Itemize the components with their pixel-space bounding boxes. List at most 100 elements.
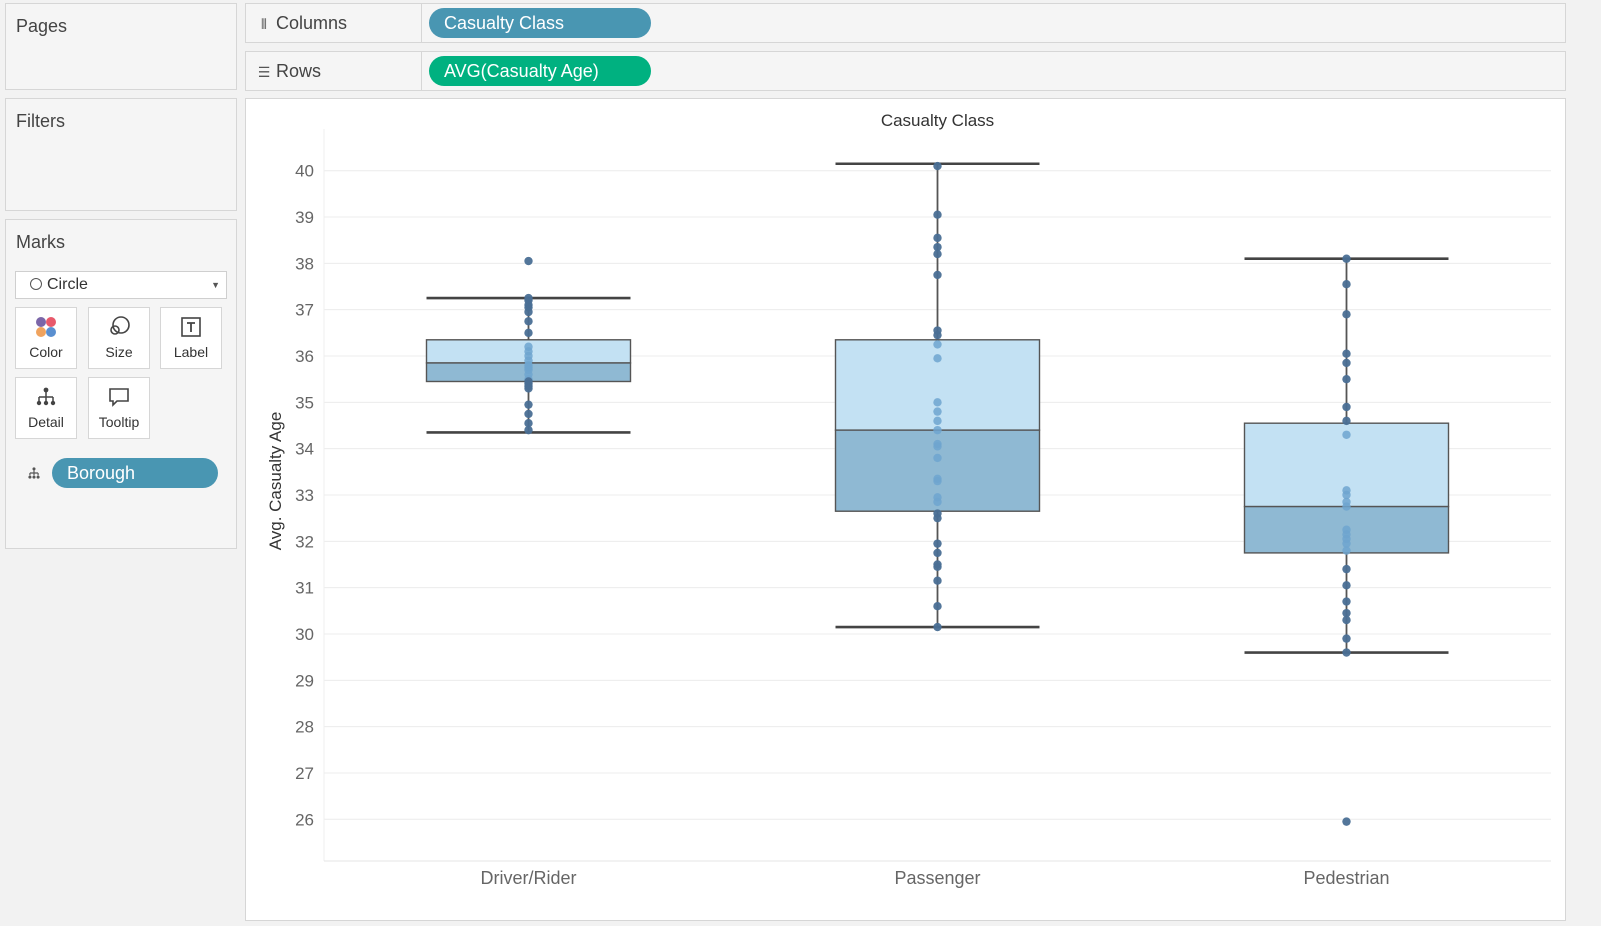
columns-shelf-label: ⫴ Columns — [246, 4, 422, 42]
data-point — [933, 407, 942, 416]
data-point — [933, 513, 942, 523]
box-plot-chart: Casualty Class 26 27 28 29 30 31 32 33 34 35 36 37 38… — [266, 111, 1551, 888]
y-tick-label: 29 — [295, 671, 314, 690]
data-point — [1342, 430, 1351, 439]
box-upper — [834, 339, 1041, 431]
data-point — [1342, 615, 1351, 625]
data-point — [1342, 539, 1351, 548]
y-tick-label: 26 — [295, 810, 314, 829]
data-point — [933, 340, 942, 349]
speech-bubble-icon — [89, 378, 149, 416]
detail-field-icon — [27, 466, 41, 485]
data-point — [1342, 490, 1351, 500]
y-tick-label: 36 — [295, 347, 314, 366]
tooltip-button[interactable]: Tooltip — [88, 377, 150, 439]
data-point — [933, 161, 942, 171]
size-button[interactable]: Size — [88, 307, 150, 369]
data-point — [1342, 358, 1351, 368]
data-point — [933, 249, 942, 259]
y-tick-label: 34 — [295, 440, 314, 459]
label-button[interactable]: Label — [160, 307, 222, 369]
rows-label: Rows — [276, 61, 322, 81]
data-point — [524, 256, 533, 266]
data-point — [1342, 416, 1351, 426]
y-tick-label: 27 — [295, 764, 314, 783]
data-point — [933, 548, 942, 558]
columns-label: Columns — [276, 13, 348, 33]
data-point — [524, 317, 533, 326]
data-point — [1342, 349, 1351, 358]
y-tick-label: 35 — [295, 393, 314, 412]
rows-shelf-label: ☰ Rows — [246, 52, 422, 90]
y-tick-label: 28 — [295, 718, 314, 737]
y-tick-label: 32 — [295, 532, 314, 551]
data-point — [933, 539, 942, 548]
data-point — [1342, 581, 1351, 590]
data-point — [933, 270, 942, 280]
text-box-icon — [161, 308, 221, 346]
marks-title: Marks — [16, 232, 65, 252]
data-point — [933, 562, 942, 572]
data-point — [933, 442, 942, 451]
data-point — [1342, 546, 1351, 555]
data-point — [524, 307, 533, 317]
color-button-label: Color — [29, 344, 63, 360]
y-axis-title: Avg. Casualty Age — [266, 412, 285, 551]
data-point — [933, 497, 942, 507]
viz-area: Casualty Class 26 27 28 29 30 31 32 33 34 35 36 37 38… — [245, 98, 1566, 921]
mark-type-label: Circle — [47, 276, 88, 293]
data-point — [933, 233, 942, 243]
x-category-label: Passenger — [894, 868, 980, 888]
casualty-class-pill[interactable]: Casualty Class — [429, 8, 651, 38]
data-point — [933, 416, 942, 426]
columns-shelf[interactable]: ⫴ Columns Casualty Class — [245, 3, 1566, 43]
detail-button-label: Detail — [28, 414, 64, 430]
color-button[interactable]: Color — [15, 307, 77, 369]
data-point — [933, 601, 942, 611]
data-point — [1342, 402, 1351, 412]
borough-pill[interactable]: Borough — [52, 458, 218, 488]
data-point — [524, 328, 533, 338]
y-tick-label: 33 — [295, 486, 314, 505]
data-point — [933, 425, 942, 435]
data-point — [933, 330, 942, 340]
circle-mark-icon — [30, 278, 42, 290]
detail-button[interactable]: Detail — [15, 377, 77, 439]
columns-icon: ⫴ — [261, 16, 267, 32]
data-point — [1342, 648, 1351, 657]
data-point — [1342, 817, 1351, 826]
data-point — [933, 210, 942, 219]
filters-title: Filters — [16, 111, 65, 131]
data-point — [524, 400, 533, 409]
detail-hierarchy-icon — [16, 378, 76, 416]
avg-casualty-age-pill[interactable]: AVG(Casualty Age) — [429, 56, 651, 86]
data-point — [1342, 502, 1351, 511]
rows-shelf[interactable]: ☰ Rows AVG(Casualty Age) — [245, 51, 1566, 91]
data-point — [933, 242, 942, 252]
data-point — [524, 384, 533, 393]
data-point — [524, 409, 533, 419]
data-point — [933, 622, 942, 632]
data-point — [1342, 608, 1351, 618]
filters-card[interactable]: Filters — [5, 98, 237, 211]
y-tick-label: 30 — [295, 625, 314, 644]
color-dots-icon — [16, 308, 76, 346]
data-point — [933, 476, 942, 486]
y-tick-label: 39 — [295, 208, 314, 227]
mark-type-dropdown[interactable]: Circle ▼ — [15, 271, 227, 299]
label-button-label: Label — [173, 344, 209, 360]
tooltip-button-label: Tooltip — [98, 414, 140, 430]
y-tick-label: 38 — [295, 254, 314, 273]
data-point — [524, 418, 533, 428]
y-tick-label: 31 — [295, 579, 314, 598]
data-point — [933, 576, 942, 585]
data-point — [1342, 564, 1351, 574]
y-tick-label: 37 — [295, 301, 314, 320]
pages-title: Pages — [16, 16, 68, 36]
data-point — [1342, 374, 1351, 384]
data-point — [933, 354, 942, 363]
rows-icon: ☰ — [257, 64, 271, 80]
data-point — [1342, 310, 1351, 319]
marks-card: Marks Circle ▼ Color Size — [5, 219, 237, 549]
pages-card[interactable]: Pages — [5, 3, 237, 90]
